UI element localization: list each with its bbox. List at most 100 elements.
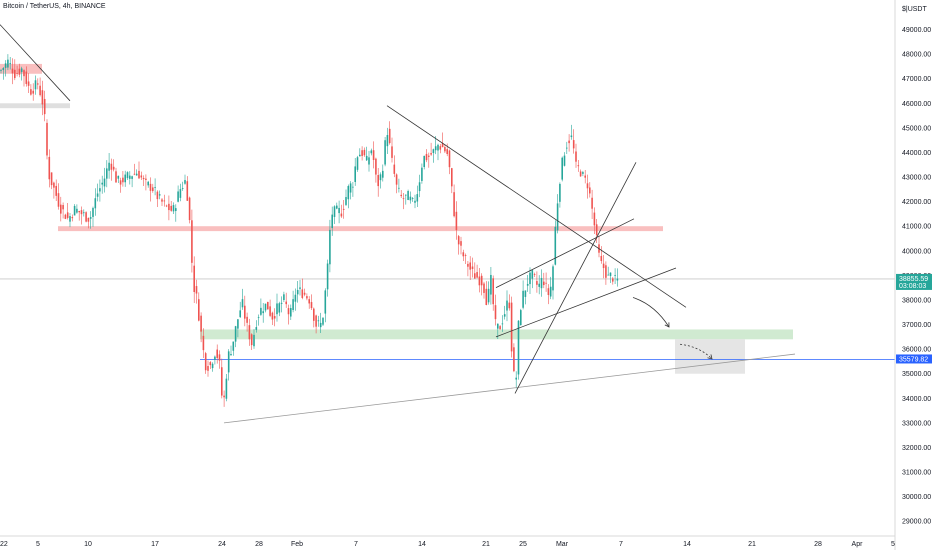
candle-body <box>225 378 228 399</box>
candle-body <box>575 151 577 162</box>
candle-body <box>400 194 402 197</box>
candle-body <box>336 205 338 209</box>
candle-body <box>66 212 69 218</box>
candle-body <box>287 308 290 315</box>
candle-body <box>448 150 451 168</box>
candle-body <box>34 80 37 90</box>
candle-body <box>375 158 377 175</box>
time-axis[interactable]: 22 5 10 17 24 28 Feb 7 14 21 25 Mar 7 14 21 28 Apr 5 <box>0 541 895 548</box>
candle-body <box>614 275 616 276</box>
candle-body <box>428 155 430 157</box>
candle-body <box>158 194 161 196</box>
trend-line <box>495 218 635 289</box>
candle-body <box>308 299 310 304</box>
candle-body <box>425 153 428 161</box>
candle-body <box>434 146 437 151</box>
candle-body <box>490 274 492 295</box>
candle-body <box>106 168 108 179</box>
candle-body <box>365 155 368 161</box>
candle-body <box>14 69 16 79</box>
candle-body <box>372 150 375 160</box>
candle-body <box>234 326 237 342</box>
candle-body <box>322 317 324 325</box>
price-tick-label: 49000.00 <box>902 27 931 34</box>
candle-body <box>92 207 94 217</box>
time-tick-label: 21 <box>748 541 756 548</box>
price-badge <box>896 273 932 290</box>
candle-body <box>584 175 586 178</box>
candle-body <box>138 170 140 179</box>
candle-body <box>133 173 136 175</box>
projection-arrow-head <box>664 322 670 328</box>
currency-label: $|USDT <box>902 6 927 13</box>
candle-body <box>439 146 442 150</box>
candle-body <box>248 325 251 340</box>
candle-body <box>398 187 400 189</box>
candle-body <box>446 149 448 155</box>
candle-body <box>71 217 74 219</box>
candle-body <box>129 175 131 179</box>
horizontal-lines-layer <box>0 278 895 360</box>
price-badge-value: 38855.59 <box>899 276 928 283</box>
candle-body <box>324 290 327 314</box>
candle-body <box>474 273 476 279</box>
candle-body <box>402 198 405 200</box>
candle-body <box>78 210 80 213</box>
chart-title: Bitcoin / TetherUS, 4h, BINANCE <box>3 3 106 10</box>
candle-body <box>508 302 511 309</box>
candle-body <box>53 182 55 188</box>
price-badge <box>896 354 932 364</box>
candle-body <box>202 335 205 351</box>
time-tick-label: 14 <box>683 541 691 548</box>
candle-body <box>513 347 515 372</box>
trend-line <box>223 353 796 424</box>
candle-body <box>271 312 274 320</box>
price-tick-label: 44000.00 <box>902 150 931 157</box>
candle-body <box>207 366 209 371</box>
candle-body <box>80 210 83 215</box>
candle-body <box>556 203 559 231</box>
candle-body <box>582 172 584 174</box>
candle-body <box>112 166 115 170</box>
price-tick-label: 43000.00 <box>902 175 931 182</box>
price-tick-label: 35000.00 <box>902 371 931 378</box>
candle-body <box>485 288 488 305</box>
candle-body <box>455 211 458 231</box>
candle-body <box>421 167 423 181</box>
candle-body <box>115 171 117 183</box>
candle-body <box>331 214 333 229</box>
candle-body <box>145 178 147 180</box>
candles-layer <box>0 54 619 407</box>
price-tick-label: 45000.00 <box>902 125 931 132</box>
time-tick-label: 5 <box>36 541 40 548</box>
candle-body <box>368 157 370 165</box>
time-tick-label: Apr <box>852 541 864 548</box>
candle-body <box>168 203 170 211</box>
candle-body <box>471 266 474 270</box>
candle-body <box>87 217 90 222</box>
time-tick-label: 28 <box>814 541 822 548</box>
time-tick-label: 28 <box>255 541 263 548</box>
time-tick-label: 24 <box>218 541 226 548</box>
candle-body <box>572 140 575 149</box>
candle-body <box>347 186 350 200</box>
candle-body <box>359 154 361 157</box>
candle-body <box>329 229 331 265</box>
candle-body <box>568 140 570 144</box>
projection-arrow <box>632 297 670 328</box>
candle-body <box>230 354 232 356</box>
candle-body <box>497 323 499 329</box>
candle-body <box>198 299 200 321</box>
candle-body <box>510 302 513 352</box>
candle-body <box>119 180 122 185</box>
candle-body <box>616 278 619 281</box>
candle-body <box>280 302 283 304</box>
candle-body <box>250 334 253 346</box>
candle-body <box>524 290 527 297</box>
candle-body <box>595 224 598 236</box>
candle-body <box>48 156 51 180</box>
candle-body <box>142 177 145 180</box>
time-tick-label: 25 <box>519 541 527 548</box>
candle-body <box>50 172 53 186</box>
